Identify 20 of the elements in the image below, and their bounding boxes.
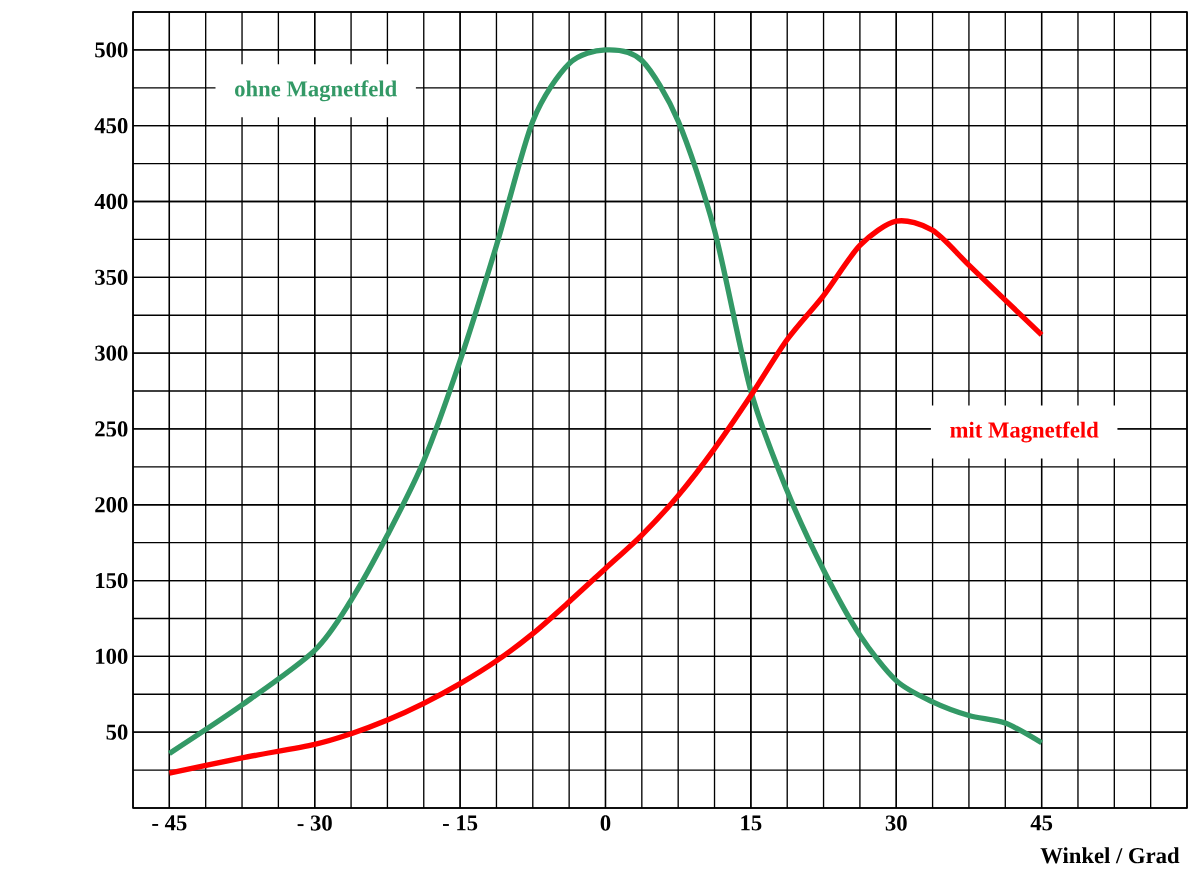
- y-tick-label: 50: [106, 724, 128, 740]
- y-tick-label: 100: [96, 648, 128, 665]
- y-tick-label: 450: [94, 118, 128, 134]
- x-tick-label: - 30: [297, 815, 332, 831]
- x-tick-label: - 15: [443, 815, 478, 831]
- y-tick-label: 150: [96, 572, 128, 589]
- y-tick-label: 250: [95, 421, 128, 437]
- y-tick-label: 500: [95, 42, 128, 58]
- y-tick-label: 300: [95, 345, 128, 361]
- x-tick-label: - 45: [152, 815, 187, 831]
- x-tick-label: 15: [741, 815, 762, 831]
- y-tick-label: 400: [94, 193, 128, 210]
- text: ohne Magnetfeld: [235, 80, 397, 102]
- x-axis-title: Winkel / Grad: [1040, 847, 1180, 864]
- text: mit Magnetfeld: [950, 421, 1099, 443]
- x-tick-label: 30: [885, 815, 907, 831]
- x-tick-label: 0: [600, 815, 611, 831]
- y-tick-label: 200: [95, 497, 128, 513]
- y-tick-label: 350: [95, 269, 128, 285]
- x-tick-label: 45: [1030, 815, 1053, 831]
